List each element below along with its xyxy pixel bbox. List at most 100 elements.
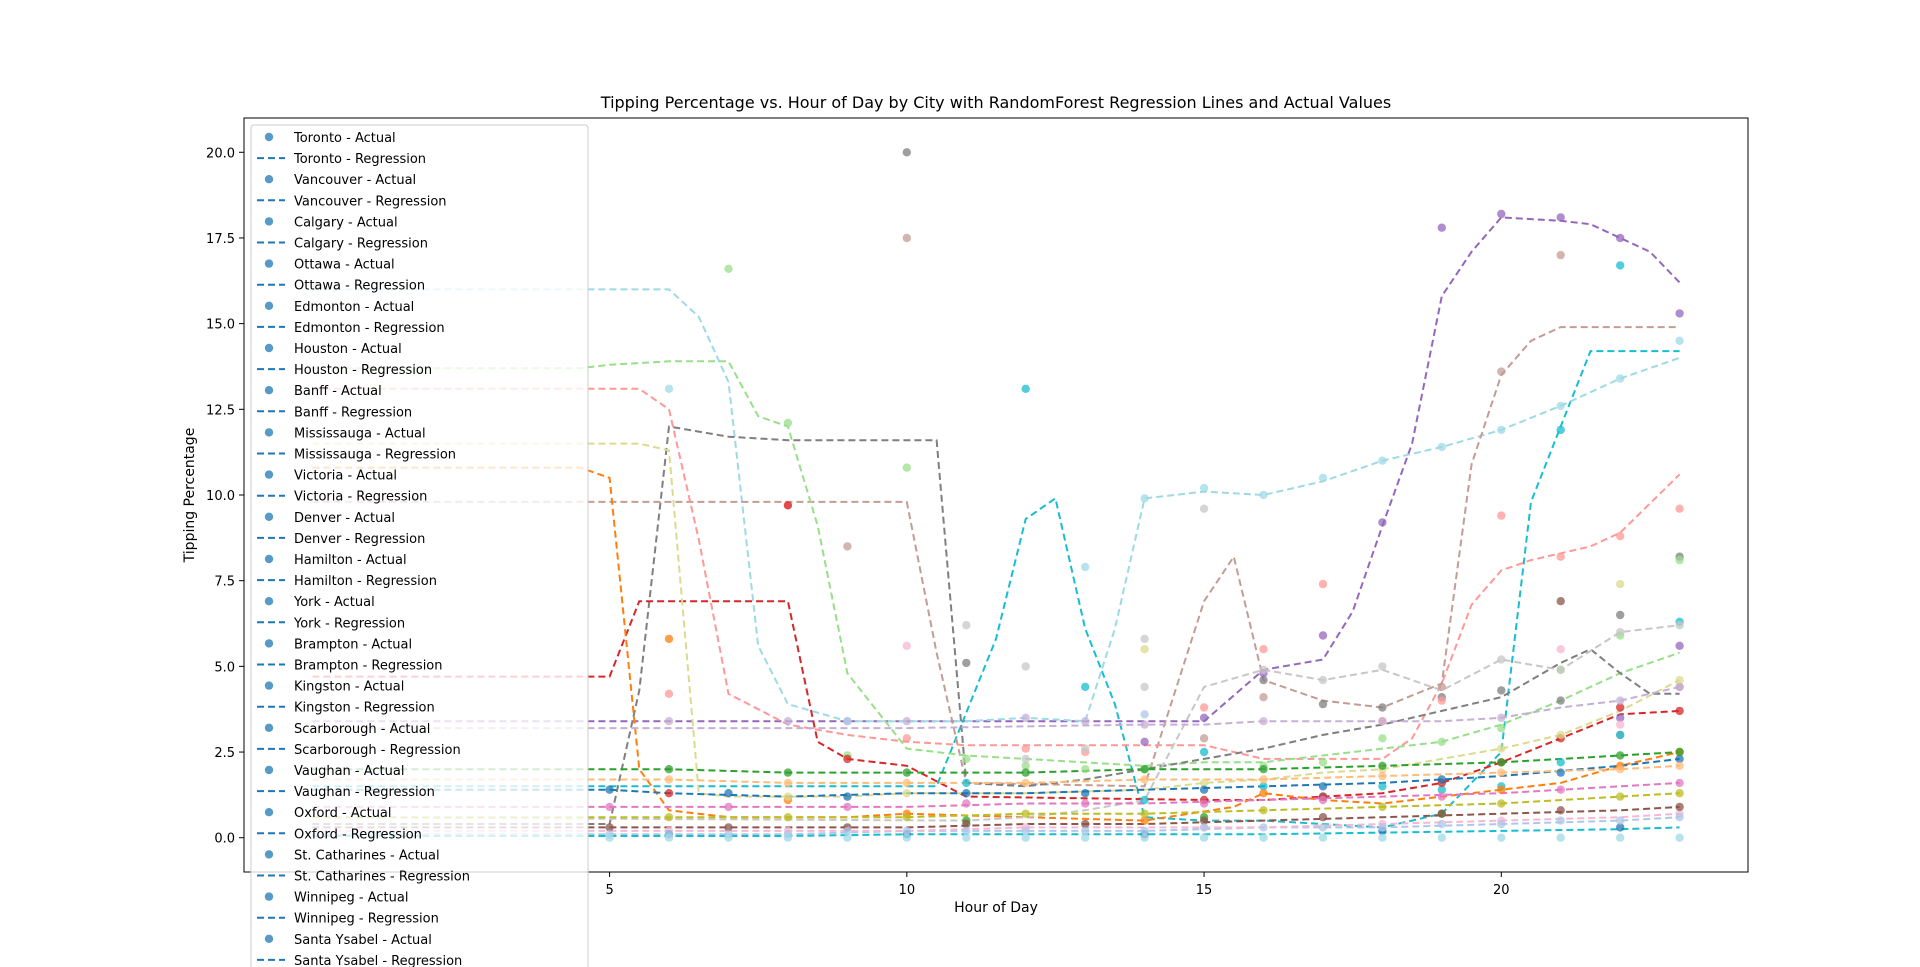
actual-point: [1437, 223, 1447, 232]
actual-point: [1556, 833, 1565, 842]
regression-line: [312, 387, 1681, 760]
actual-point: [1616, 792, 1625, 801]
legend-marker-actual: [264, 428, 274, 437]
actual-point: [1616, 713, 1625, 722]
actual-point: [1556, 816, 1565, 825]
actual-point: [1616, 730, 1625, 740]
actual-point: [1437, 792, 1447, 801]
actual-point: [1675, 336, 1684, 345]
regression-line: [312, 216, 1681, 723]
actual-point: [1259, 789, 1268, 798]
actual-point: [1021, 761, 1030, 770]
actual-point: [1437, 809, 1447, 818]
x-tick-label: 5: [605, 883, 613, 898]
actual-point: [1497, 799, 1506, 808]
actual-point: [1021, 833, 1030, 842]
legend-entry-label: Toronto - Regression: [293, 152, 426, 167]
actual-point: [1675, 309, 1684, 318]
y-tick-label: 15.0: [206, 318, 235, 333]
actual-point: [1437, 819, 1447, 829]
legend-marker-actual: [264, 850, 274, 859]
actual-point: [1199, 823, 1209, 832]
legend-entry-label: York - Regression: [293, 616, 405, 631]
actual-point: [1021, 754, 1030, 764]
legend-entry-label: Vancouver - Actual: [294, 173, 416, 188]
y-tick-label: 10.0: [206, 489, 235, 504]
legend-marker-actual: [264, 470, 274, 479]
actual-point: [843, 717, 852, 726]
actual-point: [1497, 686, 1506, 695]
actual-point: [1378, 662, 1387, 671]
legend-marker-actual: [264, 259, 274, 268]
actual-point: [1378, 782, 1387, 791]
regression-line: [312, 781, 1680, 808]
legend-marker-actual: [264, 765, 274, 775]
regression-line: [312, 805, 1680, 829]
actual-point: [1318, 795, 1328, 805]
actual-point: [1140, 645, 1149, 654]
legend-entry-label: Mississauga - Regression: [294, 448, 456, 463]
actual-point: [1259, 806, 1268, 815]
actual-point: [1497, 511, 1506, 520]
actual-point: [1497, 785, 1506, 794]
actual-point: [1259, 823, 1268, 832]
actual-point: [843, 826, 852, 836]
actual-point: [1556, 597, 1565, 606]
actual-point: [843, 833, 852, 842]
actual-point: [1556, 758, 1565, 767]
actual-point: [1378, 833, 1387, 842]
actual-point: [1021, 809, 1030, 818]
actual-point: [783, 792, 793, 801]
actual-point: [1081, 682, 1090, 692]
actual-point: [605, 833, 614, 842]
actual-point: [902, 789, 911, 798]
actual-point: [962, 658, 971, 668]
actual-point: [1616, 696, 1625, 705]
actual-point: [664, 689, 674, 698]
actual-point: [664, 634, 674, 644]
regression-line: [312, 764, 1680, 784]
actual-point: [1081, 789, 1090, 798]
actual-point: [1378, 518, 1387, 527]
actual-point: [1199, 703, 1209, 712]
actual-point: [1140, 765, 1149, 774]
actual-point: [962, 799, 971, 808]
actual-point: [1199, 778, 1209, 788]
legend-marker-actual: [264, 175, 274, 184]
actual-point: [664, 717, 674, 726]
actual-point: [1259, 782, 1268, 791]
actual-point: [724, 823, 733, 832]
actual-point: [724, 264, 733, 273]
regression-line: [312, 466, 1680, 822]
actual-point: [902, 463, 911, 472]
legend-entry-label: Victoria - Actual: [294, 469, 397, 484]
actual-point: [1378, 771, 1387, 781]
actual-point: [1021, 713, 1030, 722]
actual-point: [1616, 374, 1625, 383]
regression-line: [312, 812, 1680, 832]
actual-point: [1140, 809, 1149, 818]
actual-point: [1378, 717, 1387, 726]
actual-point: [1556, 730, 1565, 740]
actual-point: [1556, 806, 1565, 815]
actual-point: [843, 792, 852, 801]
legend-entry-label: St. Catharines - Actual: [294, 848, 440, 863]
legend-entry-label: Hamilton - Regression: [294, 574, 437, 589]
actual-point: [1140, 682, 1149, 692]
x-tick-label: 20: [1493, 883, 1510, 898]
actual-point: [1081, 799, 1090, 808]
legend-marker-actual: [264, 597, 274, 606]
actual-point: [1021, 384, 1030, 393]
actual-point: [1497, 744, 1506, 753]
y-tick-label: 5.0: [214, 660, 235, 675]
legend-entry-label: Kingston - Actual: [294, 680, 404, 695]
y-tick-label: 12.5: [206, 403, 235, 418]
actual-point: [724, 833, 733, 842]
legend-entry-label: Calgary - Regression: [294, 237, 428, 252]
legend-entry-label: St. Catharines - Regression: [294, 870, 470, 885]
actual-point: [1140, 833, 1149, 842]
actual-point: [1497, 819, 1506, 829]
legend-entry-label: Brampton - Actual: [294, 637, 412, 652]
actual-point: [1556, 785, 1565, 794]
